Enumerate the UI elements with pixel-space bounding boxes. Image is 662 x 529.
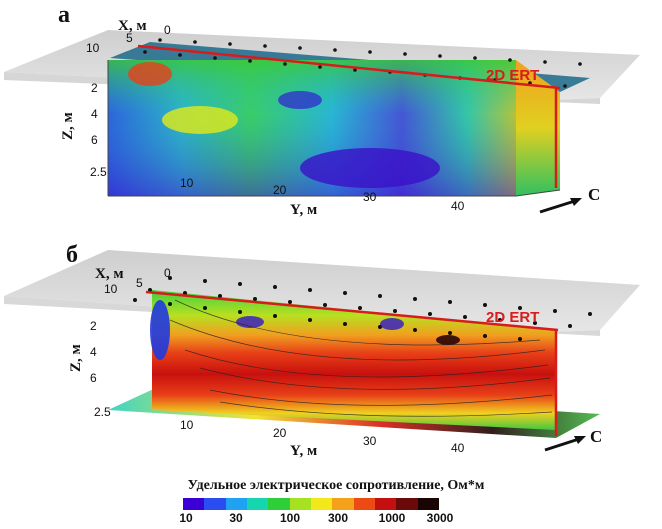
direction-arrow-b (544, 436, 586, 452)
colorbar-swatch (396, 498, 418, 510)
surface-plane-b (4, 250, 640, 334)
y-axis-label-b: Y, м (290, 443, 317, 459)
colorbar-ticks: 10 30 100 300 1000 3000 (0, 511, 662, 527)
colorbar-swatch (417, 498, 439, 510)
x-axis-label-a: X, м (118, 18, 147, 34)
y-tick: 30 (363, 434, 377, 448)
y-tick: 20 (273, 183, 287, 197)
direction-label-b: C (590, 427, 602, 446)
anomaly-blob (436, 335, 460, 345)
colorbar-swatch (332, 498, 354, 510)
colorbar-swatch (225, 498, 247, 510)
z-axis-label-b: Z, м (68, 344, 84, 372)
x-tick: 5 (136, 276, 143, 290)
y-tick: 10 (180, 176, 194, 190)
electrode-grid-b (133, 276, 592, 341)
y-tick: 40 (451, 199, 465, 213)
z-tick: 4 (91, 107, 98, 121)
panel-letter-a: а (58, 2, 70, 28)
x-tick: 0 (164, 266, 171, 280)
contour-lines-b (169, 299, 553, 417)
anomaly-blob (380, 318, 404, 330)
panel-a: а X, м 0 5 10 Z, м 2 4 6 2.5 10 20 30 40… (4, 2, 640, 218)
x-tick: 5 (126, 31, 133, 45)
ert-label-a: 2D ERT (486, 67, 539, 84)
anomaly-blob (300, 148, 440, 188)
y-tick: 20 (273, 426, 287, 440)
z-axis-label-a: Z, м (60, 112, 76, 140)
z-bottom-tick: 2.5 (94, 405, 111, 419)
x-tick: 10 (104, 282, 118, 296)
colorbar-swatch (289, 498, 311, 510)
direction-arrow-a (539, 198, 582, 214)
colorbar-tick: 10 (179, 511, 193, 525)
y-tick: 30 (363, 190, 377, 204)
z-tick: 4 (90, 345, 97, 359)
colorbar-swatch (310, 498, 333, 510)
colorbar-swatch (353, 498, 375, 510)
ert-profile-line-a (137, 44, 561, 90)
x-tick: 0 (164, 23, 171, 37)
colorbar-tick: 30 (229, 511, 243, 525)
y-tick: 40 (451, 441, 465, 455)
anomaly-blob (162, 106, 238, 134)
z-tick: 6 (91, 133, 98, 147)
colorbar-swatch (183, 498, 205, 510)
colorbar-tick: 100 (279, 511, 301, 525)
anomaly-blob (278, 91, 322, 109)
y-axis-label-a: Y, м (290, 202, 317, 218)
colorbar-swatch (268, 498, 290, 510)
colorbar-tick: 3000 (426, 511, 454, 525)
colorbar-tick: 1000 (378, 511, 406, 525)
legend-title: Удельное электрическое сопротивление, Ом… (187, 478, 485, 493)
colorbar-swatch (374, 498, 397, 510)
colorbar-swatch (204, 498, 226, 510)
colorbar (183, 498, 439, 510)
x-tick: 10 (86, 41, 100, 55)
ert-label-b: 2D ERT (486, 309, 539, 326)
anomaly-blob (150, 300, 170, 360)
colorbar-tick: 300 (327, 511, 349, 525)
anomaly-blob (128, 62, 172, 86)
y-tick: 10 (180, 418, 194, 432)
z-tick: 2 (91, 81, 98, 95)
panel-b: б X, м 0 5 10 Z, м 2 4 6 2.5 10 20 30 40… (4, 242, 640, 459)
ert-profile-line-b (145, 290, 559, 332)
resistivity-side-face-a (516, 60, 560, 196)
x-axis-label-b: X, м (95, 266, 124, 282)
z-bottom-tick: 2.5 (90, 165, 107, 179)
anomaly-blob (236, 316, 264, 328)
colorbar-swatch (246, 498, 269, 510)
direction-label-a: C (588, 185, 600, 204)
panel-letter-b: б (66, 242, 78, 268)
z-tick: 6 (90, 371, 97, 385)
z-tick: 2 (90, 319, 97, 333)
